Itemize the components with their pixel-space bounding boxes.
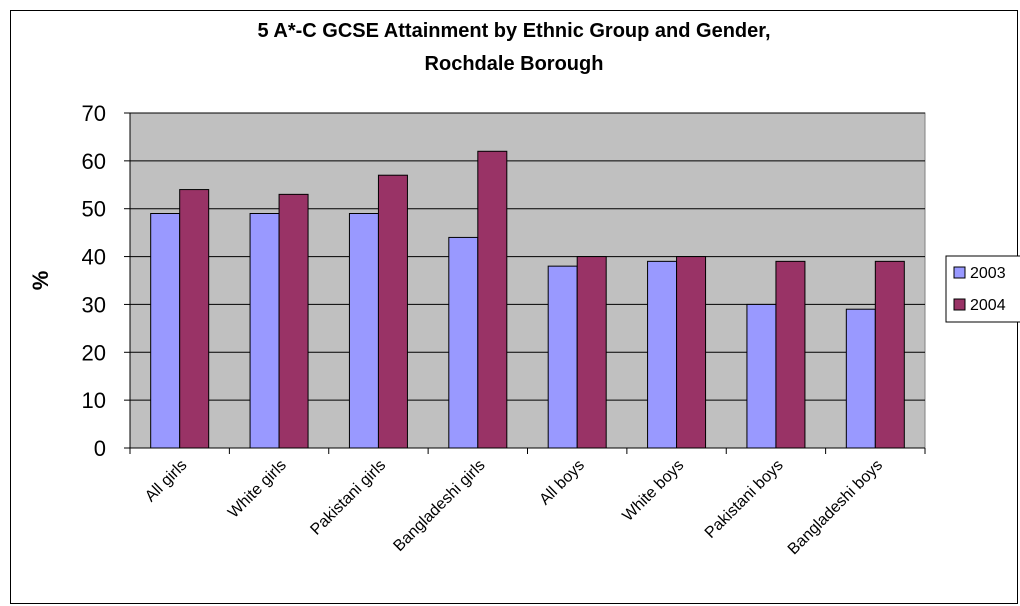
bar-2004-6 [775, 260, 806, 449]
y-tick-label: 10 [82, 388, 106, 413]
x-category-label: All girls [142, 457, 190, 505]
x-category-label: Bangladeshi boys [785, 457, 886, 558]
bar-2003-0 [150, 213, 181, 449]
y-tick-label: 60 [82, 149, 106, 174]
bar-2003-7 [845, 308, 876, 449]
plot-area [129, 112, 926, 449]
bar-2004-7 [874, 260, 905, 449]
legend-swatch-2003 [953, 266, 966, 279]
chart-title: 5 A*-C GCSE Attainment by Ethnic Group a… [257, 20, 771, 42]
y-tick-label: 50 [82, 197, 106, 222]
x-category-label: All boys [536, 457, 588, 509]
y-axis-label: % [28, 271, 53, 291]
bar-2003-5 [647, 260, 678, 449]
x-category-label: Pakistani boys [702, 457, 787, 542]
x-category-label: White girls [225, 457, 290, 522]
x-category-label: Pakistani girls [307, 457, 389, 539]
bar-2004-0 [179, 189, 210, 449]
y-tick-label: 0 [94, 436, 106, 461]
legend-label-2003: 2003 [970, 265, 1006, 282]
x-category-label: Bangladeshi girls [390, 457, 488, 555]
bar-2004-2 [377, 174, 408, 449]
bar-2003-2 [348, 213, 379, 449]
bar-2003-3 [448, 236, 479, 449]
bar-2003-1 [249, 213, 280, 449]
x-category-label: White boys [619, 457, 687, 525]
y-tick-label: 70 [82, 101, 106, 126]
chart-subtitle: Rochdale Borough [424, 53, 604, 75]
bar-2004-5 [676, 256, 707, 449]
legend-swatch-2004 [953, 298, 966, 311]
legend-label-2004: 2004 [970, 297, 1006, 314]
y-tick-label: 40 [82, 245, 106, 270]
bar-2004-1 [278, 193, 309, 449]
y-tick-label: 20 [82, 340, 106, 365]
bar-2003-4 [547, 265, 578, 449]
bar-2003-6 [746, 303, 777, 449]
bar-2004-4 [576, 256, 607, 449]
bar-2004-3 [477, 150, 508, 449]
y-tick-label: 30 [82, 292, 106, 317]
